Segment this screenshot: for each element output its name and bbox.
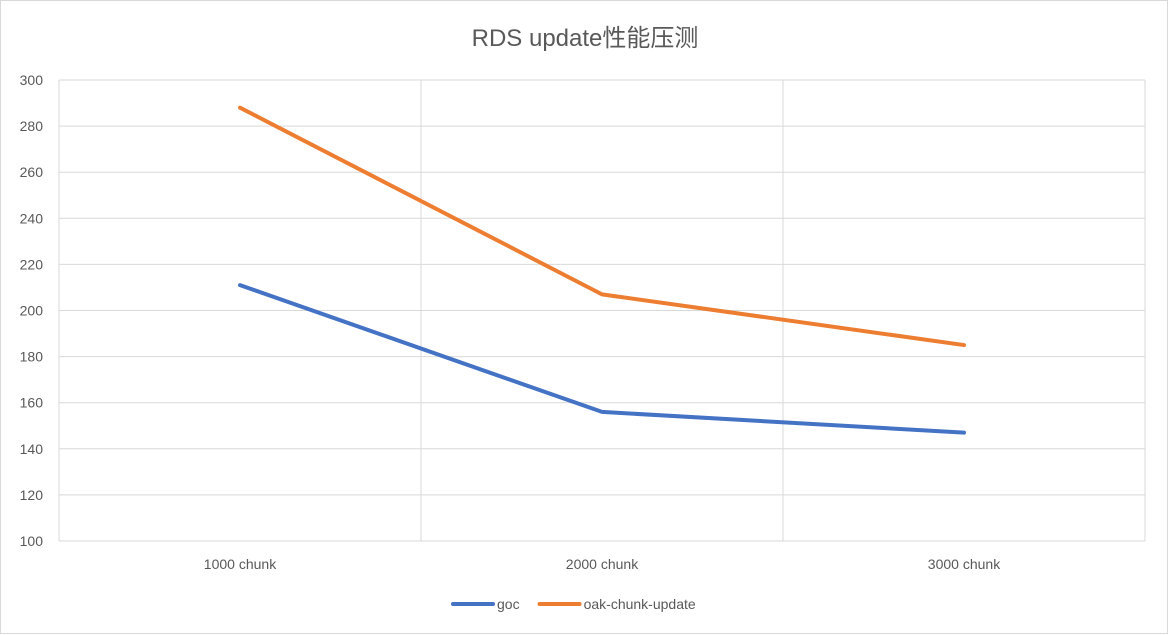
x-axis-tick-labels: 1000 chunk 2000 chunk 3000 chunk [204,556,1001,572]
chart-title: RDS update性能压测 [472,25,699,52]
y-tick-label: 100 [20,533,44,549]
y-tick-label: 140 [20,441,44,457]
legend-label: goc [497,596,520,612]
y-tick-label: 220 [20,256,44,272]
vertical-gridlines [58,80,1146,541]
x-tick-label: 3000 chunk [928,556,1001,572]
series-line-goc [238,283,966,435]
series-lines [238,105,966,435]
y-tick-label: 180 [20,349,44,365]
series-line-oak-chunk-update [238,105,966,348]
y-tick-label: 300 [20,72,44,88]
x-tick-label: 1000 chunk [204,556,277,572]
x-tick-label: 2000 chunk [566,556,639,572]
y-tick-label: 240 [20,210,44,226]
horizontal-gridlines [59,79,1145,542]
y-tick-label: 260 [20,164,44,180]
y-axis-tick-labels: 100 120 140 160 180 200 220 240 260 280 300 [20,72,44,549]
legend: goc oak-chunk-update [451,596,696,612]
legend-label: oak-chunk-update [584,596,696,612]
y-tick-label: 200 [20,303,44,319]
y-tick-label: 120 [20,487,44,503]
y-tick-label: 280 [20,118,44,134]
y-tick-label: 160 [20,395,44,411]
